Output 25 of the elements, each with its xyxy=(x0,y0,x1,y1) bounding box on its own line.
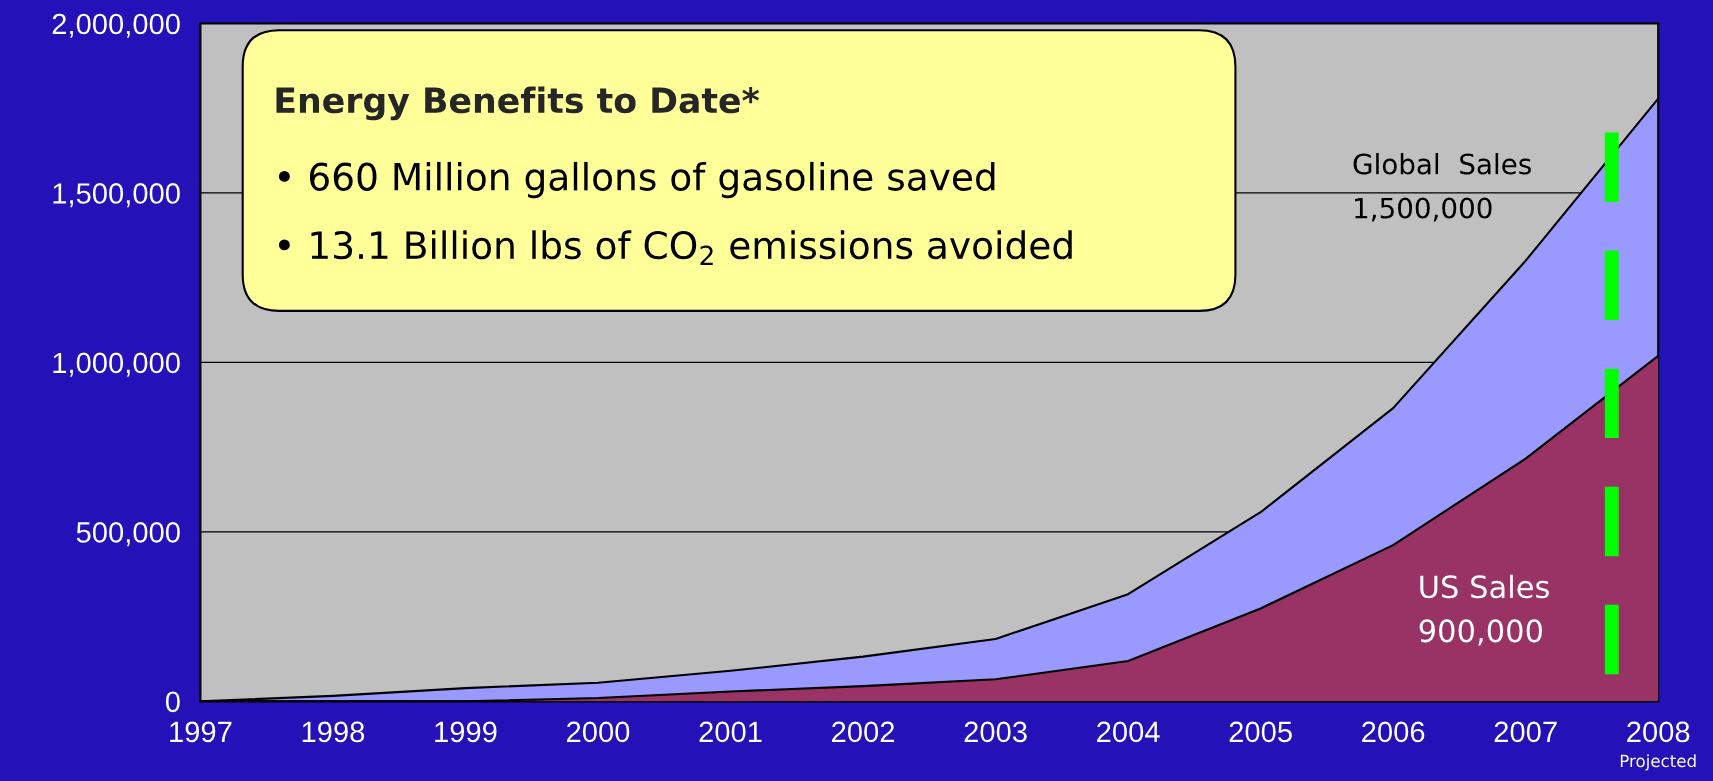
x-tick-label: 2001 xyxy=(699,721,762,743)
y-tick-label: 1,000,000 xyxy=(53,352,180,377)
x-tick-label: 2002 xyxy=(832,721,895,743)
annotation: 1,500,000 xyxy=(1355,197,1492,222)
x-tick-label: 2006 xyxy=(1362,721,1425,743)
x-tick-label: 2008 xyxy=(1627,721,1690,743)
x-tick-label: 1997 xyxy=(170,721,232,743)
y-tick-label: 0 xyxy=(165,691,180,713)
x-tick-label: 2004 xyxy=(1097,721,1160,743)
x-tick-label: 1999 xyxy=(435,721,497,743)
y-tick-label: 1,500,000 xyxy=(53,183,180,208)
text: Projected xyxy=(1620,754,1696,771)
y-tick-label: 2,000,000 xyxy=(52,13,180,38)
annotation: 900,000 xyxy=(1419,619,1542,646)
x-tick-label: 2003 xyxy=(964,721,1027,743)
series-label: Global Sales xyxy=(1353,153,1531,175)
annotation: • 660 Million gallons of gasoline saved xyxy=(278,161,995,199)
x-tick-label: 2007 xyxy=(1494,721,1557,743)
annotation: • 13.1 Billion lbs of CO$_{2}$ emissions avoided xyxy=(278,230,1072,265)
x-tick-label: 2000 xyxy=(567,721,630,743)
x-tick-label: 2005 xyxy=(1229,721,1292,743)
series-label: US Sales xyxy=(1420,574,1549,599)
text: Energy Benefits to Date* xyxy=(276,86,760,121)
x-tick-label: 1998 xyxy=(302,721,365,743)
y-tick-label: 500,000 xyxy=(76,522,180,547)
